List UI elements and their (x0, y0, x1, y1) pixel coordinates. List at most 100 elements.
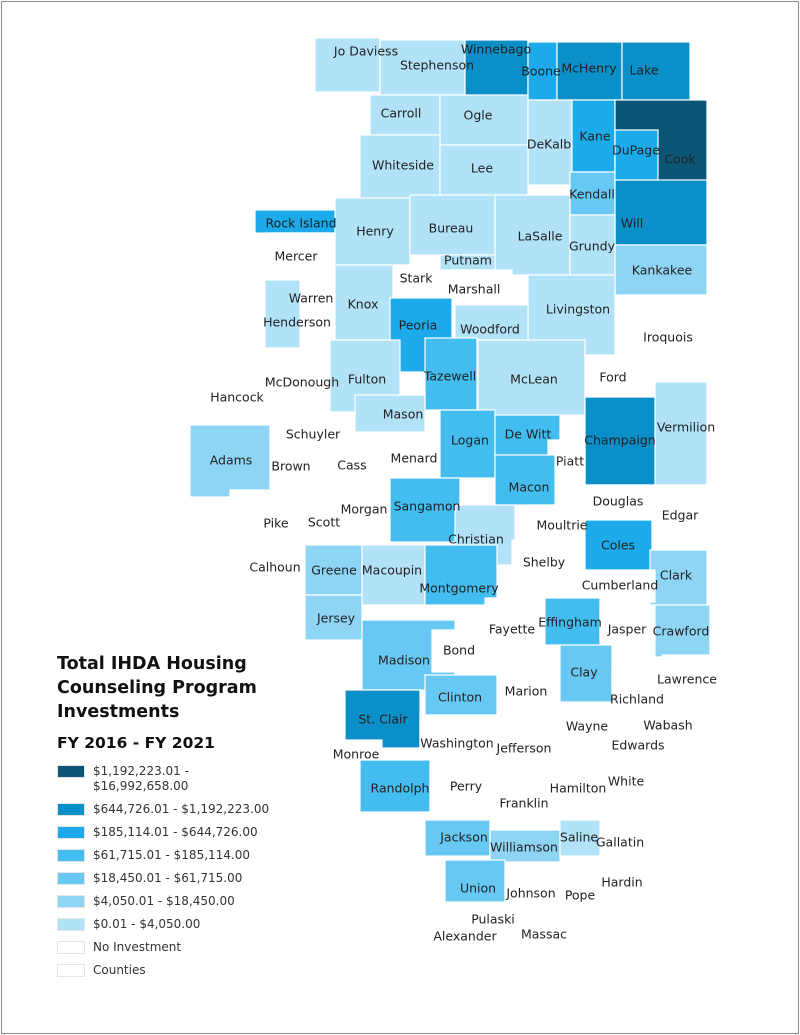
county-will[interactable] (614, 179, 708, 246)
county-mercer[interactable] (267, 232, 336, 281)
county-wayne[interactable] (554, 704, 616, 753)
county-montgomery[interactable] (424, 544, 498, 606)
legend-label: $1,192,223.01 - $16,992,658.00 (93, 764, 189, 793)
county-iroquois[interactable] (629, 294, 708, 386)
county-boone[interactable] (527, 41, 558, 101)
county-cass[interactable] (319, 439, 386, 483)
county-label-lasalle: LaSalle (518, 229, 563, 244)
county-perry[interactable] (429, 764, 496, 809)
county-randolph[interactable] (359, 759, 431, 813)
county-crawford[interactable] (654, 604, 711, 658)
county-fayette[interactable] (484, 597, 546, 653)
county-label-gallatin: Gallatin (596, 835, 644, 850)
county-edgar[interactable] (654, 484, 708, 551)
county-label-sangamon: Sangamon (394, 499, 461, 514)
legend-label: $18,450.01 - $61,715.00 (93, 871, 243, 885)
county-grundy[interactable] (569, 214, 616, 276)
county-label-marshall: Marshall (448, 282, 501, 297)
county-dekalb[interactable] (527, 99, 573, 186)
county-edwards[interactable] (614, 734, 666, 763)
county-cumberland[interactable] (584, 569, 656, 603)
county-label-white: White (608, 774, 645, 789)
county-tazewell[interactable] (424, 337, 478, 411)
county-label-jefferson: Jefferson (496, 741, 552, 756)
county-lake[interactable] (621, 41, 691, 101)
county-st-clair[interactable] (344, 689, 421, 749)
county-jasper[interactable] (599, 604, 656, 641)
county-jackson[interactable] (424, 819, 491, 857)
county-stephenson[interactable] (379, 39, 466, 96)
county-pope[interactable] (559, 867, 601, 911)
county-label-mason: Mason (383, 407, 424, 422)
county-macoupin[interactable] (361, 544, 426, 606)
county-massac[interactable] (519, 919, 571, 953)
county-carroll[interactable] (369, 94, 441, 136)
legend-label: No Investment (93, 940, 182, 954)
legend: Total IHDA Housing Counseling Program In… (57, 652, 297, 986)
county-label-brown: Brown (271, 459, 310, 474)
county-label-morgan: Morgan (341, 502, 388, 517)
county-dupage[interactable] (614, 129, 659, 181)
county-macon[interactable] (494, 454, 556, 506)
county-clinton[interactable] (424, 674, 498, 716)
county-bond[interactable] (431, 629, 486, 673)
county-label-dekalb: DeKalb (527, 137, 571, 152)
county-ogle[interactable] (439, 94, 529, 146)
county-woodford[interactable] (454, 304, 529, 341)
county-label-hamilton: Hamilton (550, 781, 607, 796)
county-lasalle[interactable] (494, 194, 571, 276)
county-label-cook: Cook (664, 152, 696, 167)
county-whiteside[interactable] (359, 134, 441, 201)
county-henry[interactable] (334, 197, 411, 266)
county-clark[interactable] (649, 549, 708, 606)
county-label-clay: Clay (570, 665, 598, 680)
county-logan[interactable] (439, 409, 496, 479)
county-vermilion[interactable] (654, 381, 708, 486)
county-jefferson[interactable] (496, 719, 556, 779)
county-shelby[interactable] (511, 539, 579, 593)
county-label-henderson: Henderson (263, 315, 331, 330)
county-gallatin[interactable] (599, 829, 646, 863)
county-mason[interactable] (354, 394, 426, 433)
county-coles[interactable] (584, 519, 653, 571)
county-label-menard: Menard (391, 451, 438, 466)
county-jo-daviess[interactable] (314, 37, 381, 93)
county-schuyler[interactable] (284, 411, 343, 441)
county-label-washington: Washington (420, 736, 493, 751)
county-henderson[interactable] (264, 279, 301, 349)
county-effingham[interactable] (544, 597, 601, 646)
county-lawrence[interactable] (661, 654, 716, 706)
county-calhoun[interactable] (249, 551, 304, 603)
county-white[interactable] (604, 759, 651, 819)
county-label-scott: Scott (308, 515, 340, 530)
county-hardin[interactable] (599, 867, 641, 901)
legend-label: $61,715.01 - $185,114.00 (93, 848, 251, 862)
county-saline[interactable] (559, 819, 601, 857)
county-sangamon[interactable] (389, 477, 461, 543)
county-menard[interactable] (384, 444, 441, 471)
county-label-livingston: Livingston (546, 302, 610, 317)
legend-item: $4,050.01 - $18,450.00 (57, 894, 297, 909)
county-franklin[interactable] (494, 777, 556, 819)
county-pulaski[interactable] (469, 904, 521, 936)
county-label-calhoun: Calhoun (249, 560, 300, 575)
county-union[interactable] (444, 859, 506, 903)
county-greene[interactable] (304, 544, 363, 596)
legend-item: $1,192,223.01 - $16,992,658.00 (57, 764, 297, 794)
county-label-christian: Christian (448, 532, 504, 547)
county-washington[interactable] (419, 714, 498, 771)
county-bureau[interactable] (409, 194, 496, 256)
county-pike[interactable] (229, 489, 311, 553)
county-label-cass: Cass (337, 458, 366, 473)
county-label-douglas: Douglas (593, 494, 644, 509)
county-label-stephenson: Stephenson (400, 58, 474, 73)
county-scott[interactable] (309, 509, 341, 543)
county-kankakee[interactable] (614, 244, 708, 296)
county-knox[interactable] (334, 264, 394, 341)
county-stark[interactable] (394, 264, 441, 291)
county-label-pope: Pope (565, 888, 596, 903)
county-jersey[interactable] (304, 594, 363, 641)
county-douglas[interactable] (584, 484, 656, 519)
county-morgan[interactable] (339, 489, 391, 538)
county-brown[interactable] (269, 439, 319, 481)
